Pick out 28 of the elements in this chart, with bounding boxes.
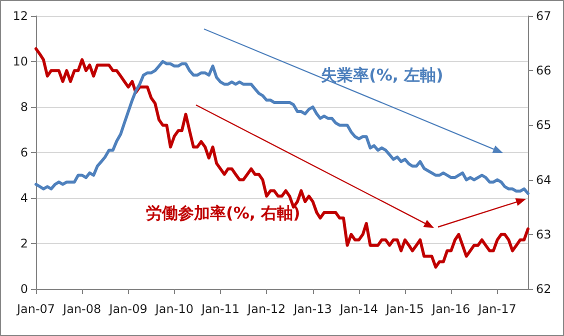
line-series: [34, 47, 530, 269]
y-tick-label: 12: [12, 9, 28, 23]
x-tick-label: Jan-09: [108, 302, 148, 316]
y-tick-label: 4: [20, 191, 28, 205]
y2-tick-label: 66: [536, 64, 552, 78]
x-tick-label: Jan-11: [200, 302, 240, 316]
x-tick-label: Jan-15: [384, 302, 424, 316]
x-tick-label: Jan-14: [338, 302, 378, 316]
y2-tick-label: 63: [536, 227, 552, 242]
x-tick-label: Jan-10: [154, 302, 194, 316]
line-series: [34, 60, 530, 195]
x-tick-label: Jan-12: [246, 302, 286, 316]
y2-tick-label: 65: [536, 118, 552, 132]
series-label: 失業率(%, 左軸): [321, 66, 444, 84]
y2-tick-label: 64: [536, 172, 552, 187]
x-tick-label: Jan-08: [62, 302, 102, 316]
y-tick-label: 8: [20, 100, 28, 114]
y2-tick-label: 67: [536, 9, 552, 23]
x-tick-label: Jan-07: [16, 302, 56, 316]
y-tick-label: 10: [12, 54, 28, 68]
series-label: 労働参加率(%, 右軸): [146, 204, 300, 222]
x-tick-label: Jan-16: [431, 302, 470, 316]
y-tick-label: 0: [20, 282, 28, 296]
x-tick-label: Jan-13: [292, 302, 332, 316]
x-tick-label: Jan-17: [477, 302, 516, 316]
y2-tick-label: 62: [536, 282, 552, 296]
y-tick-label: 6: [20, 146, 28, 160]
y-tick-label: 2: [20, 236, 28, 250]
